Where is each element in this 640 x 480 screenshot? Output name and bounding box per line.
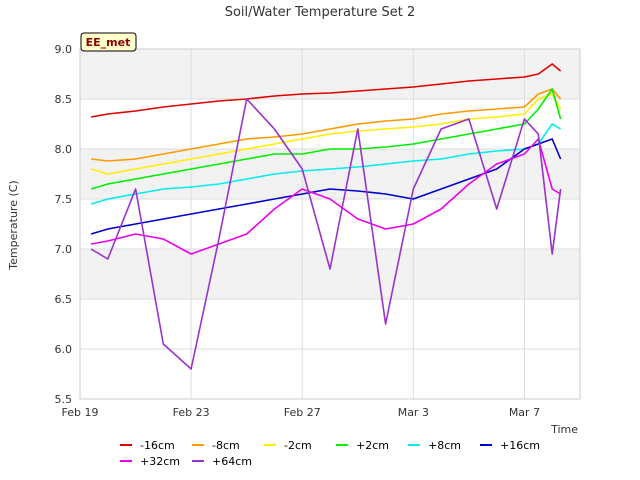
x-axis-label: Time xyxy=(550,423,578,436)
legend-label-+8cm: +8cm xyxy=(428,439,461,452)
series-line-+32cm xyxy=(90,138,562,255)
x-tick-label: Mar 7 xyxy=(509,406,540,419)
series-line--2cm xyxy=(90,93,562,175)
site-badge: EE_met xyxy=(80,32,137,52)
y-tick-label: 9.0 xyxy=(55,43,73,56)
y-tick-label: 5.5 xyxy=(55,393,73,406)
series-line-+16cm xyxy=(90,138,562,235)
series-line-+2cm xyxy=(90,88,562,190)
grid-band-0 xyxy=(80,249,580,299)
legend-label-+2cm: +2cm xyxy=(356,439,389,452)
chart-title: Soil/Water Temperature Set 2 xyxy=(225,5,416,20)
x-tick-label: Feb 19 xyxy=(62,406,99,419)
legend-label-+16cm: +16cm xyxy=(500,439,540,452)
x-tick-label: Mar 3 xyxy=(398,406,429,419)
series-line-+64cm xyxy=(90,98,562,370)
plot-area: 5.5 6.0 6.5 7.0 7.5 8.0 8.5 9.0 Feb 19 Feb 23 Feb … xyxy=(55,43,581,419)
y-tick-label: 7.5 xyxy=(55,193,73,206)
site-badge-box xyxy=(80,32,137,52)
x-tick-label: Feb 27 xyxy=(284,406,321,419)
y-tick-label: 8.5 xyxy=(55,93,73,106)
grid-band-1 xyxy=(80,149,580,199)
legend-label-+64cm: +64cm xyxy=(212,455,252,468)
series-line--16cm xyxy=(90,63,562,118)
legend-label--2cm: -2cm xyxy=(284,439,312,452)
y-tick-label: 6.0 xyxy=(55,343,73,356)
y-tick-label: 8.0 xyxy=(55,143,73,156)
legend-label--8cm: -8cm xyxy=(212,439,240,452)
legend: -16cm -8cm -2cm +2cm +8cm +16cm +32cm +64cm xyxy=(120,439,540,468)
y-tick-label: 7.0 xyxy=(55,243,73,256)
x-tick-label: Feb 23 xyxy=(173,406,210,419)
grid-band-2 xyxy=(80,49,580,99)
series-line-+8cm xyxy=(90,123,562,205)
plot-background xyxy=(80,49,580,399)
y-tick-label: 6.5 xyxy=(55,293,73,306)
legend-label--16cm: -16cm xyxy=(140,439,175,452)
site-badge-label: EE_met xyxy=(86,36,131,49)
y-axis-label: Temperature (C) xyxy=(7,180,20,270)
plot-frame xyxy=(79,48,581,400)
series-line--8cm xyxy=(91,88,562,162)
legend-label-+32cm: +32cm xyxy=(140,455,180,468)
